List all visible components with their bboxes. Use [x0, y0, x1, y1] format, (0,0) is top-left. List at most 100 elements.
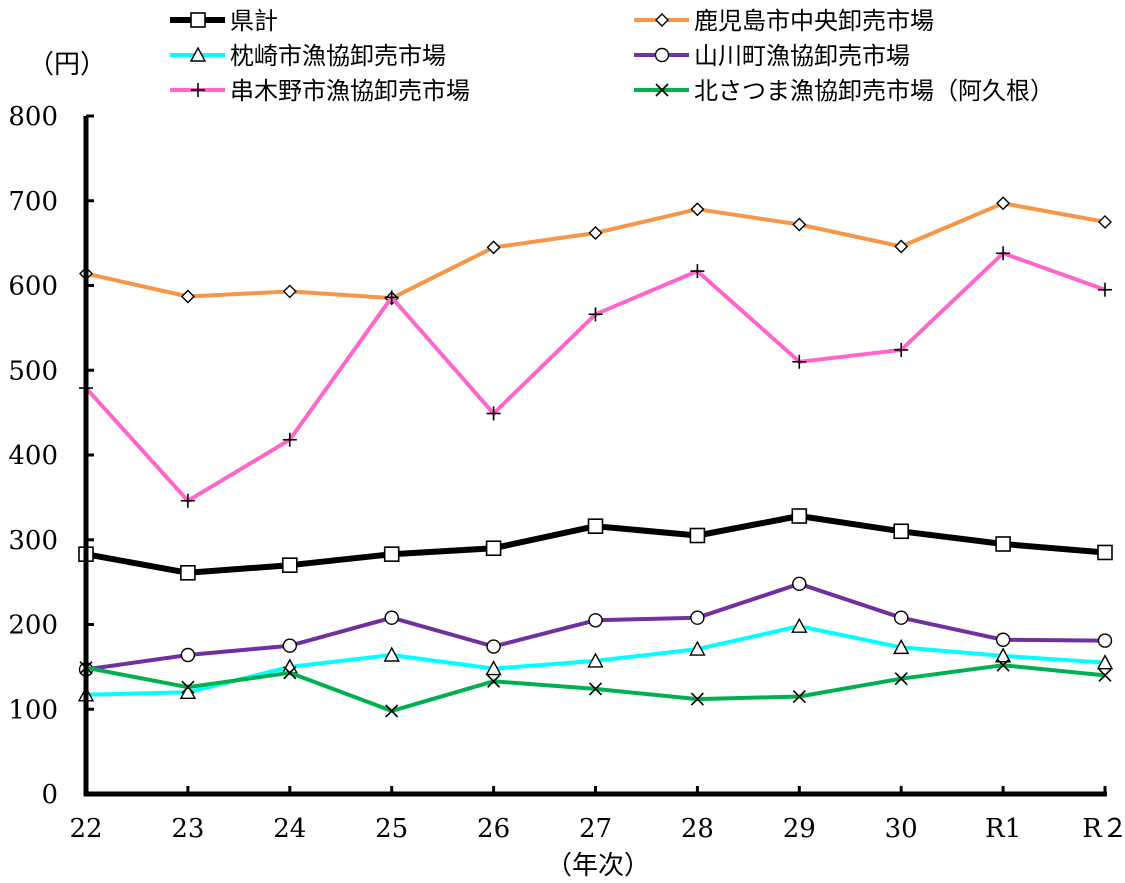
data-point — [995, 632, 1011, 647]
data-point — [894, 672, 908, 686]
y-tick-label: 0 — [41, 780, 58, 810]
data-point — [486, 240, 501, 255]
x-tick-label: 27 — [579, 814, 612, 844]
data-point — [587, 518, 604, 534]
y-axis-ticks: 0 100 200 300 400 500 600 700 800 — [8, 102, 94, 810]
data-point — [587, 652, 604, 668]
legend-marker — [190, 12, 206, 28]
data-point — [1096, 654, 1114, 670]
legend-label: 枕崎市漁協卸売市場 — [230, 42, 446, 70]
data-point — [180, 647, 196, 663]
series-line — [84, 251, 1106, 503]
legend-marker — [189, 46, 207, 62]
data-point — [588, 225, 603, 240]
data-point — [487, 674, 501, 688]
y-tick-label: 100 — [8, 695, 58, 725]
data-point — [282, 638, 297, 653]
x-tick-label: 24 — [273, 814, 306, 844]
data-point — [996, 246, 1011, 261]
data-point — [689, 527, 706, 544]
series-layer — [77, 196, 1114, 718]
series-1 — [78, 508, 1113, 581]
data-point — [283, 666, 297, 680]
legend-item: 北さつま漁協卸売市場（阿久根） — [634, 77, 1054, 105]
data-point — [181, 680, 195, 694]
data-point — [690, 202, 705, 217]
series-line — [85, 201, 1106, 301]
legend-item: 枕崎市漁協卸売市場 — [170, 42, 446, 70]
data-point — [1098, 282, 1112, 297]
y-tick-label: 600 — [8, 272, 58, 302]
legend-marker — [654, 47, 670, 63]
data-point — [486, 639, 501, 654]
data-point — [689, 640, 706, 656]
x-tick-label: 23 — [171, 814, 204, 844]
data-point — [383, 646, 400, 662]
data-point — [180, 565, 196, 581]
y-tick-label: 200 — [8, 611, 58, 641]
data-point — [994, 647, 1012, 663]
legend-item: 山川町漁協卸売市場 — [634, 42, 910, 70]
data-point — [588, 613, 603, 628]
x-tick-label: 28 — [681, 814, 714, 844]
data-point — [893, 638, 910, 655]
series-6 — [79, 658, 1112, 718]
data-point — [690, 264, 705, 279]
legend-marker — [191, 83, 205, 97]
series-3 — [77, 617, 1114, 702]
data-point — [385, 704, 399, 718]
data-point — [791, 617, 808, 633]
data-point — [995, 536, 1011, 552]
legend-label: 山川町漁協卸売市場 — [694, 42, 910, 70]
legend-marker — [655, 83, 669, 97]
series-5 — [79, 246, 1112, 508]
data-point — [996, 196, 1011, 211]
data-point — [894, 239, 909, 254]
data-point — [588, 682, 603, 696]
y-tick-label: 700 — [8, 187, 58, 217]
data-point — [893, 523, 910, 540]
legend-label: 鹿児島市中央卸売市場 — [694, 7, 934, 35]
legend-label: 県計 — [230, 7, 278, 35]
data-point — [383, 546, 400, 562]
data-point — [792, 689, 806, 704]
y-tick-label: 300 — [8, 526, 58, 556]
x-axis-ticks: 22 23 24 25 26 27 28 29 30 R1 R２ — [69, 786, 1125, 844]
y-tick-label: 800 — [8, 102, 58, 132]
data-point — [792, 217, 807, 232]
data-point — [1098, 668, 1112, 682]
data-point — [996, 658, 1010, 672]
x-tick-label: 26 — [477, 814, 510, 844]
x-tick-label: 25 — [375, 814, 408, 844]
y-tick-label: 500 — [8, 356, 58, 386]
data-point — [282, 284, 297, 299]
data-point — [486, 406, 501, 421]
data-point — [792, 354, 807, 369]
legend-item: 県計 — [170, 7, 278, 35]
legend-label: 串木野市漁協卸売市場 — [230, 77, 470, 105]
data-point — [894, 342, 909, 357]
data-point — [690, 610, 705, 625]
legend-label: 北さつま漁協卸売市場（阿久根） — [694, 77, 1054, 105]
data-point — [791, 508, 808, 524]
legend-item: 串木野市漁協卸売市場 — [170, 77, 470, 105]
series-4 — [78, 576, 1113, 677]
data-point — [485, 540, 502, 557]
data-point — [384, 610, 399, 625]
data-point — [282, 432, 297, 447]
data-point — [485, 660, 502, 676]
series-2 — [79, 196, 1112, 306]
data-point — [1098, 214, 1112, 229]
data-point — [690, 692, 704, 706]
x-tick-label: 30 — [885, 814, 918, 844]
data-point — [1097, 633, 1113, 648]
data-point — [792, 576, 807, 592]
x-tick-label: 29 — [783, 814, 816, 844]
x-tick-label: 22 — [69, 814, 102, 844]
data-point — [894, 610, 909, 625]
data-point — [281, 557, 298, 573]
legend-marker — [655, 13, 669, 27]
data-point — [384, 290, 399, 305]
